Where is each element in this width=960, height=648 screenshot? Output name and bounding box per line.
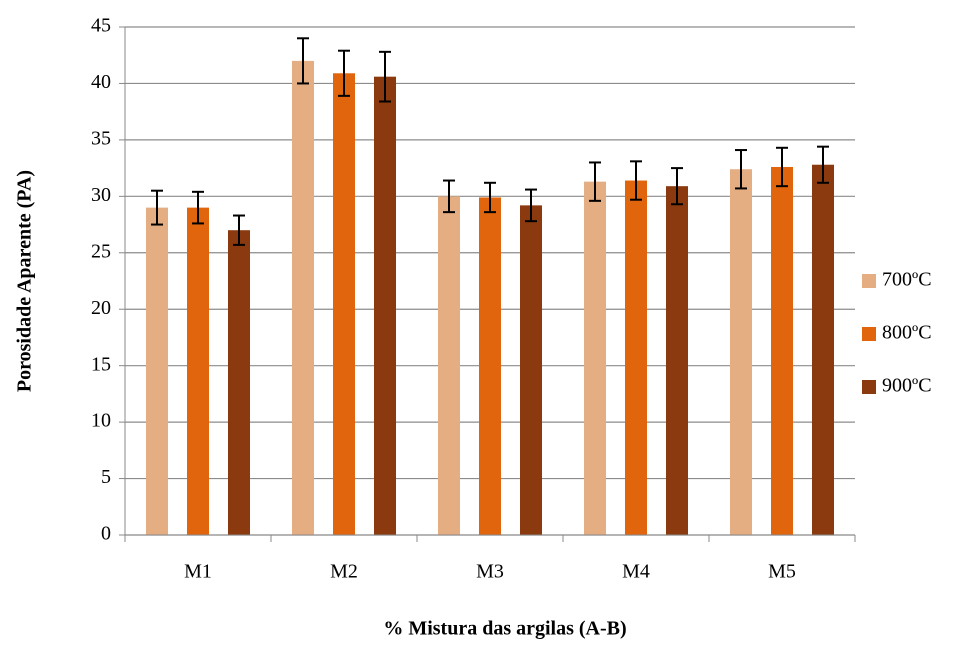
error-bar: [589, 161, 601, 202]
x-tick-label: M1: [184, 561, 212, 583]
error-bar: [776, 146, 788, 188]
y-tick-label: 35: [91, 127, 111, 149]
y-axis-title: Porosidade Aparente (PA): [14, 170, 36, 392]
x-axis-title: % Mistura das argilas (A-B): [383, 618, 626, 640]
error-bar: [525, 188, 537, 223]
bar: [479, 197, 501, 535]
bar: [812, 164, 834, 536]
bar: [771, 166, 793, 535]
bar: [584, 181, 606, 535]
y-tick-label: 40: [91, 71, 111, 93]
error-bar: [443, 179, 455, 214]
error-bar: [484, 181, 496, 214]
bar: [625, 180, 647, 536]
bar: [333, 73, 355, 535]
error-bar: [151, 189, 163, 226]
bar: [146, 207, 168, 535]
error-bar: [735, 149, 747, 190]
legend-label: 700ºC: [882, 269, 932, 291]
error-bar: [671, 167, 683, 206]
legend-swatch: [862, 274, 876, 288]
bar: [520, 205, 542, 535]
x-tick-label: M2: [330, 561, 358, 583]
x-tick-label: M5: [768, 561, 796, 583]
bar: [228, 230, 250, 535]
bar: [187, 207, 209, 535]
error-bar: [817, 145, 829, 184]
y-tick-label: 10: [91, 410, 111, 432]
y-tick-label: 5: [101, 466, 111, 488]
bar: [438, 196, 460, 536]
y-tick-label: 0: [101, 523, 111, 545]
error-bar: [630, 160, 642, 201]
y-tick-label: 15: [91, 353, 111, 375]
legend-swatch: [862, 380, 876, 394]
y-tick-label: 30: [91, 184, 111, 206]
y-tick-label: 45: [91, 15, 111, 37]
error-bar: [297, 37, 309, 85]
legend-label: 900ºC: [882, 375, 932, 397]
bar: [292, 60, 314, 535]
error-bar: [338, 49, 350, 97]
legend-swatch: [862, 327, 876, 341]
legend-label: 800ºC: [882, 322, 932, 344]
bar: [374, 76, 396, 535]
error-bar: [233, 214, 245, 246]
y-tick-label: 20: [91, 297, 111, 319]
error-bar: [192, 190, 204, 225]
bar: [666, 186, 688, 535]
x-tick-label: M3: [476, 561, 504, 583]
bar: [730, 169, 752, 536]
x-tick-label: M4: [622, 561, 650, 583]
error-bar: [379, 50, 391, 103]
y-tick-label: 25: [91, 240, 111, 262]
